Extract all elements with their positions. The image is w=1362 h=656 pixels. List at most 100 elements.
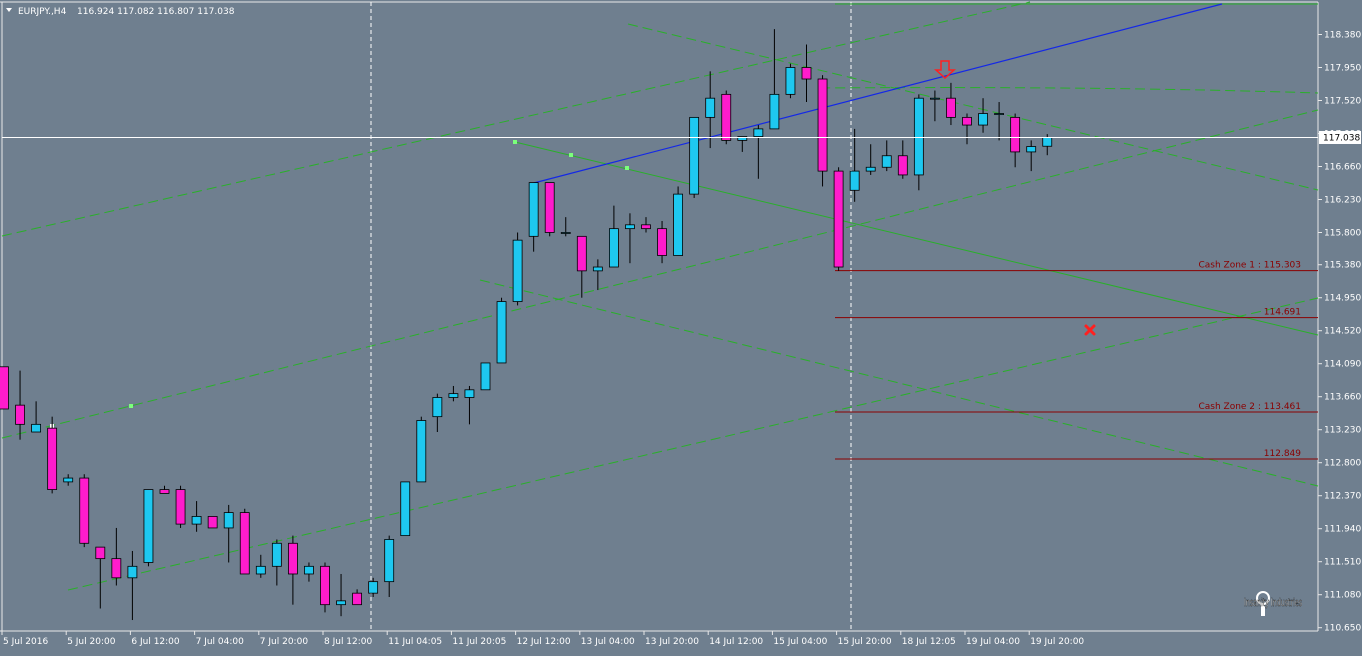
cash-zone-levels[interactable]: Cash Zone 1 : 115.303 114.691 Cash Zone 2 …: [835, 261, 1318, 460]
sell-arrow-icon: [934, 60, 956, 80]
time-tick-label: 19 Jul 04:00: [966, 637, 1020, 647]
bear-candle: [641, 217, 651, 233]
channel-line-upper[interactable]: [1, 1, 1031, 237]
bull-candle: [785, 63, 796, 99]
bear-candle: [946, 82, 956, 126]
candle-body: [705, 97, 716, 118]
anchor-point: [129, 404, 133, 408]
candle-body: [159, 489, 170, 494]
channel-line-middle[interactable]: [1, 109, 1319, 439]
candle-body: [480, 362, 491, 391]
bull-candle: [127, 550, 138, 621]
time-tick-label: 5 Jul 2016: [3, 637, 48, 647]
candle-body: [496, 301, 507, 364]
bear-candle: [544, 182, 555, 237]
cash-zone-label: Cash Zone 2 : 113.461: [1198, 402, 1301, 412]
time-tick-label: 15 Jul 20:00: [838, 637, 892, 647]
bull-candle: [432, 393, 443, 433]
candle-body: [657, 228, 667, 256]
bull-candle: [63, 474, 74, 486]
bear-candle: [657, 220, 667, 264]
bear-candle: [962, 113, 972, 145]
channel-line-lower[interactable]: [67, 297, 1319, 591]
bear-candle: [721, 90, 732, 145]
candle-body: [785, 67, 796, 95]
bull-candle: [737, 136, 748, 152]
candle-body: [609, 228, 619, 268]
candles: [0, 29, 1053, 621]
time-tick-label: 8 Jul 12:00: [324, 637, 373, 647]
bull-candle: [191, 501, 202, 532]
bull-candle: [384, 535, 395, 598]
price-tick-label: 111.510: [1324, 558, 1361, 568]
bear-candle: [897, 140, 908, 179]
candle-body: [464, 389, 475, 398]
anchor-point: [513, 140, 517, 144]
candle-body: [930, 97, 940, 100]
channel-line-descending-2[interactable]: [479, 279, 1319, 487]
bear-candle: [0, 366, 9, 410]
bear-candle: [111, 527, 122, 586]
bull-candle: [769, 29, 780, 130]
candle-body: [721, 93, 732, 141]
candle-body: [801, 67, 812, 80]
bull-candle: [609, 205, 619, 268]
bull-candle: [368, 577, 379, 598]
candle-body: [320, 565, 330, 606]
bull-candle: [1026, 140, 1037, 172]
candle-body: [400, 481, 411, 537]
price-axis: 118.380117.950117.520117.090116.660116.2…: [1318, 31, 1361, 634]
bull-candle: [336, 573, 346, 617]
candle-body: [897, 155, 908, 176]
time-tick-label: 12 Jul 12:00: [517, 637, 571, 647]
dropdown-triangle-icon[interactable]: [6, 8, 12, 12]
candle-body: [368, 581, 379, 594]
candle-body: [737, 136, 748, 141]
bull-candle: [416, 416, 427, 483]
price-tick-label: 110.650: [1324, 624, 1361, 634]
channel-line-descending-solid[interactable]: [514, 141, 1319, 336]
time-axis: 5 Jul 2016 5 Jul 20:00 6 Jul 12:00 7 Jul 04…: [1, 631, 1084, 647]
channel-line-curve[interactable]: [819, 87, 1319, 94]
chart-header: EURJPY.,H4 116.924 117.082 116.807 117.0…: [6, 7, 235, 17]
price-tick-label: 111.080: [1324, 591, 1361, 601]
current-price-tag: 117.038: [1319, 130, 1361, 144]
price-tick-label: 114.950: [1324, 294, 1361, 304]
bull-candle: [448, 385, 459, 402]
candle-body: [625, 224, 635, 230]
channel-lines[interactable]: [1, 1, 1319, 591]
bear-candle: [320, 562, 330, 613]
price-tick-label: 117.520: [1324, 96, 1361, 106]
candle-body: [881, 155, 892, 168]
candle-body: [641, 224, 651, 230]
candle-body: [432, 397, 443, 418]
candle-body: [962, 116, 972, 126]
price-tick-label: 112.370: [1324, 492, 1361, 502]
candle-body: [239, 512, 250, 575]
time-tick-label: 5 Jul 20:00: [67, 637, 116, 647]
bear-candle: [833, 167, 844, 271]
candle-body: [271, 542, 282, 567]
bull-candle: [255, 554, 266, 578]
candle-body: [287, 542, 298, 575]
bear-candle: [287, 535, 298, 605]
bear-candle: [175, 485, 186, 528]
bull-candle: [625, 213, 635, 264]
price-tick-label: 114.090: [1324, 360, 1361, 370]
bull-candle: [400, 481, 411, 537]
time-tick-label: 6 Jul 12:00: [131, 637, 180, 647]
channel-line-descending-1[interactable]: [627, 23, 1319, 191]
candle-body: [143, 489, 154, 563]
candle-body: [15, 404, 25, 425]
candle-body: [528, 182, 539, 237]
candle-body: [769, 93, 780, 130]
blue-trend-line[interactable]: [529, 3, 1223, 185]
bull-candle: [271, 539, 282, 586]
price-tick-label: 113.230: [1324, 426, 1361, 436]
candle-body: [304, 565, 314, 575]
candle-body: [31, 423, 42, 433]
bull-candle: [223, 504, 234, 563]
candle-body: [560, 232, 571, 234]
